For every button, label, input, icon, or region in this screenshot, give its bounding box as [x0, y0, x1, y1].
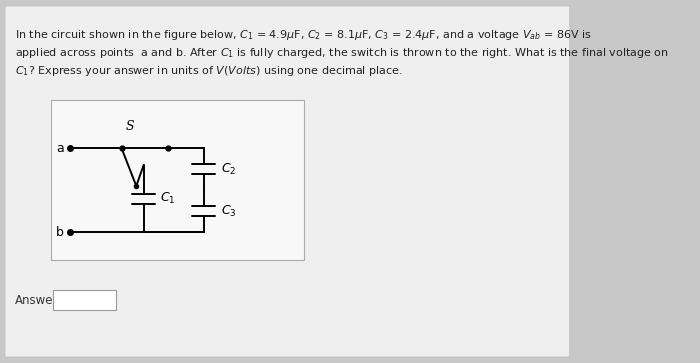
Text: b: b: [56, 225, 64, 238]
Text: In the circuit shown in the figure below, $C_1$ = 4.9$\mu$F, $C_2$ = 8.1$\mu$F, : In the circuit shown in the figure below…: [15, 28, 592, 42]
FancyBboxPatch shape: [52, 290, 116, 310]
Text: $C_3$: $C_3$: [220, 203, 237, 219]
Text: $C_2$: $C_2$: [220, 162, 236, 176]
Text: $C_1$: $C_1$: [160, 191, 176, 206]
Text: Answer:: Answer:: [15, 294, 62, 306]
Text: S: S: [125, 119, 134, 132]
Text: a: a: [56, 142, 64, 155]
Text: $C_1$? Express your answer in units of $V(Volts)$ using one decimal place.: $C_1$? Express your answer in units of $…: [15, 64, 402, 78]
FancyBboxPatch shape: [5, 6, 570, 357]
Text: applied across points  a and b. After $C_1$ is fully charged, the switch is thro: applied across points a and b. After $C_…: [15, 46, 668, 60]
FancyBboxPatch shape: [51, 100, 304, 260]
